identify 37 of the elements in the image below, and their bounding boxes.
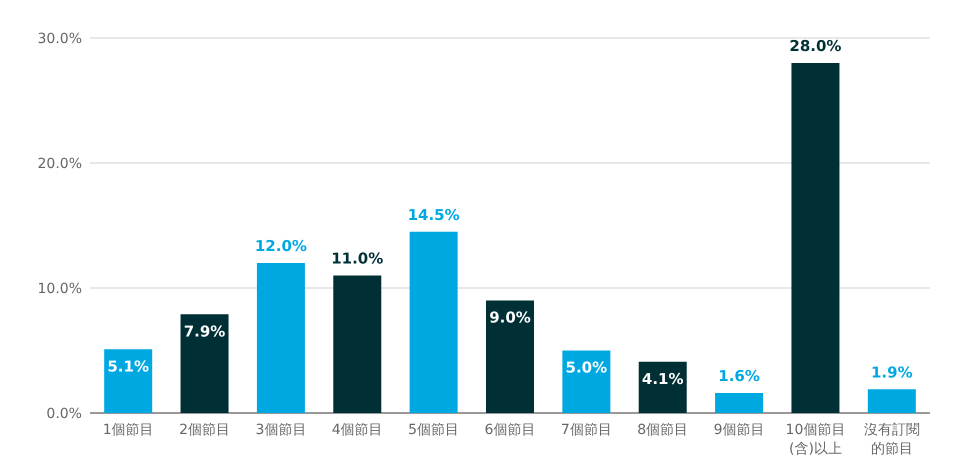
data-label: 1.9% (871, 363, 913, 382)
x-tick-label: 5個節目 (408, 422, 460, 438)
x-tick-label: 2個節目 (179, 422, 230, 438)
data-label: 7.9% (184, 322, 226, 340)
bar (104, 349, 152, 413)
x-tick-label: 沒有訂閱的節目 (864, 422, 920, 457)
bar (256, 263, 305, 413)
y-tick-label: 10.0% (38, 281, 82, 297)
data-label: 11.0% (331, 250, 384, 268)
data-label: 5.0% (566, 358, 608, 376)
data-label: 14.5% (408, 206, 460, 224)
data-label: 1.6% (718, 367, 760, 385)
bar (333, 276, 382, 413)
bar (791, 63, 840, 413)
x-tick-label: 7個節目 (560, 422, 612, 438)
x-tick-label: 9個節目 (714, 422, 765, 438)
x-tick-label: 4個節目 (332, 422, 383, 438)
y-tick-label: 20.0% (38, 156, 82, 172)
data-label: 4.1% (642, 370, 684, 388)
bar (868, 389, 916, 413)
bar (715, 393, 764, 413)
x-tick-label: 6個節目 (484, 422, 536, 438)
data-label: 5.1% (107, 357, 149, 376)
bar (180, 314, 229, 413)
bar (486, 300, 534, 413)
x-tick-label: 3個節目 (255, 422, 306, 438)
data-label: 28.0% (789, 37, 842, 55)
x-tick-label: 8個節目 (637, 422, 688, 438)
x-tick-label: 1個節目 (102, 422, 154, 438)
data-label: 9.0% (489, 308, 531, 326)
x-tick-label: 10個節目(含)以上 (786, 422, 846, 457)
data-label: 12.0% (254, 237, 307, 255)
bar (638, 362, 687, 413)
bar (410, 232, 458, 413)
y-tick-label: 0.0% (46, 406, 82, 422)
y-tick-label: 30.0% (38, 31, 82, 47)
bar (562, 350, 610, 413)
